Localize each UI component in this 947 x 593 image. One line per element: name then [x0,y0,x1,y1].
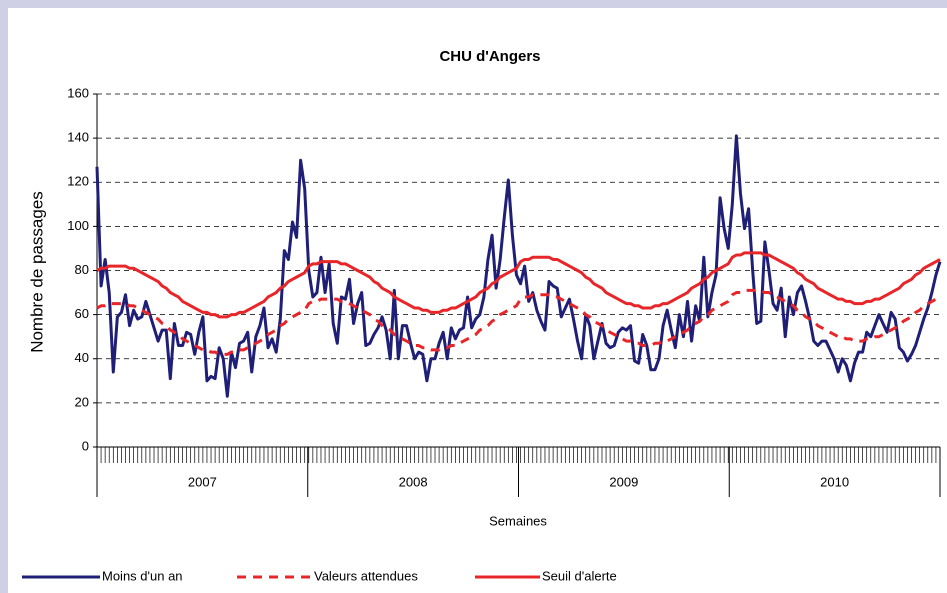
series-line [96,288,941,356]
y-axis-label: Nombre de passages [27,191,46,353]
legend-label: Valeurs attendues [314,568,418,583]
series-line [95,134,942,398]
x-group-label: 2010 [820,474,849,489]
legend-label: Moins d'un an [102,568,183,583]
y-tick-label: 160 [67,85,89,100]
x-group-label: 2007 [188,474,217,489]
y-tick-label: 20 [75,394,89,409]
series-line [96,251,941,319]
y-tick-label: 100 [67,218,89,233]
y-tick-label: 60 [75,306,89,321]
y-tick-label: 0 [82,438,89,453]
y-tick-label: 80 [75,262,89,277]
x-group-label: 2008 [399,474,428,489]
chart-title: CHU d'Angers [439,48,540,65]
y-tick-label: 140 [67,130,89,145]
y-tick-label: 120 [67,174,89,189]
x-group-label: 2009 [609,474,638,489]
x-axis-label: Semaines [489,513,547,528]
legend-label: Seuil d'alerte [542,568,617,583]
y-tick-label: 40 [75,350,89,365]
